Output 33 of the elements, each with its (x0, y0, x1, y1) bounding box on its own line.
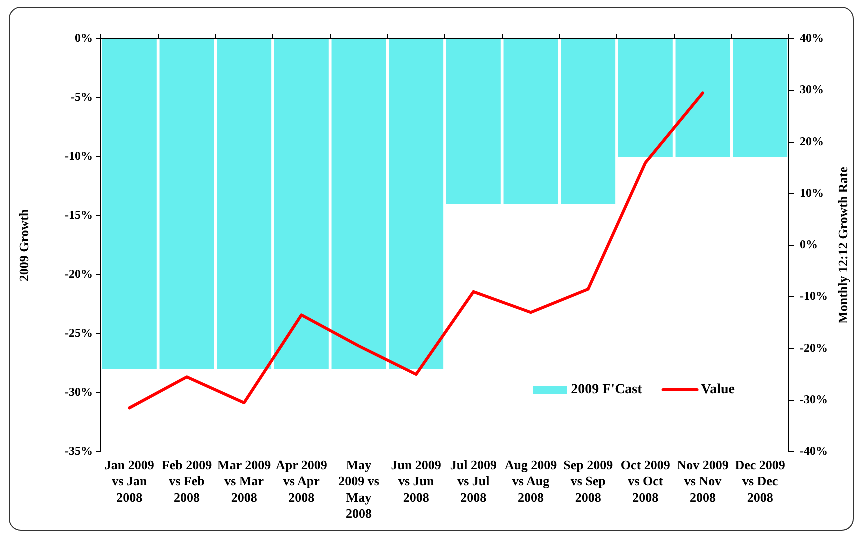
y-axis-title: 2009 Growth (16, 208, 32, 282)
y-tick-label: -5% (71, 90, 93, 104)
x-tick-label: Nov 2009 vs Nov 2008 (677, 457, 730, 505)
y2-tick-label: 10% (800, 186, 824, 200)
y2-tick-label: -20% (800, 340, 828, 355)
y-tick-label: -20% (65, 267, 93, 282)
x-tick-label: Jun 2009 vs Jun 2008 (391, 457, 442, 505)
y2-tick-label: 40% (800, 31, 824, 46)
legend-label: Value (701, 382, 736, 398)
x-tick-label: Sep 2009 vs Sep 2008 (564, 457, 614, 505)
y2-tick-label: -30% (800, 392, 828, 406)
x-tick-label: Jan 2009 vs Jan 2008 (104, 457, 155, 505)
x-tick-label: Aug 2009 vs Aug 2008 (504, 457, 558, 505)
y-tick-label: -25% (65, 326, 93, 340)
y2-tick-label: -40% (800, 444, 828, 458)
x-tick-label: Oct 2009 vs Oct 2008 (620, 457, 671, 505)
y2-axis-title: Monthly 12:12 Growth Rate (835, 166, 850, 324)
y-tick-label: -10% (65, 149, 93, 164)
y2-tick-label: -10% (800, 289, 828, 304)
y-tick-label: -30% (65, 385, 93, 400)
x-tick-label: Dec 2009 vs Dec 2008 (735, 457, 786, 505)
x-tick-label: May 2009 vs May 2008 (338, 457, 380, 522)
x-tick-label: Apr 2009 vs Apr 2008 (276, 457, 328, 505)
x-tick-label: Mar 2009 vs Mar 2008 (218, 457, 272, 505)
y-tick-label: -15% (65, 208, 93, 222)
x-tick-label: Feb 2009 vs Feb 2008 (162, 457, 213, 505)
y2-tick-label: 0% (800, 238, 818, 252)
y2-tick-label: 20% (800, 134, 824, 148)
y-tick-label: -35% (65, 444, 93, 458)
x-tick-label: Jul 2009 vs Jul 2008 (450, 457, 498, 505)
y-tick-label: 0% (75, 31, 93, 46)
y2-tick-label: 30% (800, 82, 824, 97)
legend-label: 2009 F'Cast (571, 382, 643, 398)
